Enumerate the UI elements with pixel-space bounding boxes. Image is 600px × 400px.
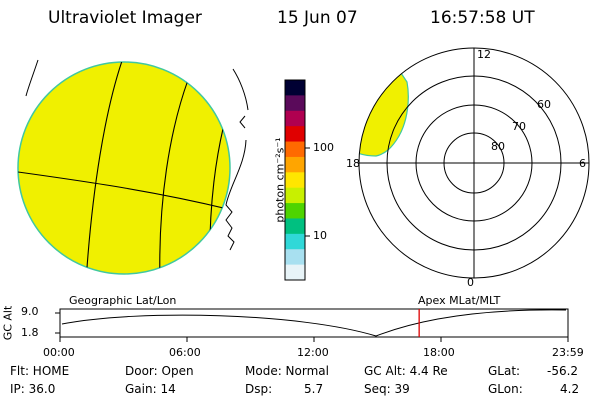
- colorbar-band: [285, 218, 305, 235]
- alt-ylabel: GC Alt: [1, 305, 15, 341]
- alt-xtick-0000: 00:00: [43, 346, 75, 359]
- mlt-label-6: 6: [579, 157, 586, 170]
- date-label: 15 Jun 07: [277, 8, 358, 28]
- polar-auroral-fill: [359, 69, 409, 157]
- info-flt: Flt: HOME: [10, 364, 70, 378]
- alt-ytick-low: 1.8: [21, 326, 39, 339]
- info-glat-value: -56.2: [547, 364, 579, 378]
- info-gc-alt: GC Alt: 4.4 Re: [364, 364, 448, 378]
- instrument-title: Ultraviolet Imager: [48, 8, 202, 28]
- uvi-disk: [17, 61, 231, 275]
- polar-plot: [358, 47, 590, 279]
- colorbar-tick-100: 100: [313, 141, 334, 154]
- colorbar-band: [285, 233, 305, 250]
- colorbar-band: [285, 156, 305, 173]
- info-glon-label: GLon:: [488, 382, 523, 396]
- colorbar-band: [285, 203, 305, 219]
- info-seq: Seq: 39: [364, 382, 410, 396]
- colorbar-band: [285, 187, 305, 204]
- colorbar-band: [285, 172, 305, 189]
- alt-ytick-high: 9.0: [21, 305, 39, 318]
- colorbar-band: [285, 264, 305, 281]
- info-ip: IP: 36.0: [10, 382, 56, 396]
- color-scale-bar: [284, 79, 310, 281]
- colorbar-band: [285, 249, 305, 266]
- info-gain: Gain: 14: [125, 382, 176, 396]
- colorbar-band: [285, 110, 305, 127]
- colorbar-band: [285, 80, 305, 96]
- colorbar-band: [285, 141, 305, 158]
- alt-xtick-1800: 18:00: [423, 346, 455, 359]
- alt-xtick-1200: 12:00: [297, 346, 329, 359]
- geographic-image: [17, 59, 249, 275]
- info-glon-value: 4.2: [560, 382, 580, 396]
- colorbar-tick-10: 10: [313, 229, 327, 242]
- alt-xtick-2359: 23:59: [552, 346, 584, 359]
- colorbar-unit-label: photon cm⁻²s⁻¹: [273, 137, 287, 223]
- info-dsp-value: 5.7: [304, 382, 324, 396]
- time-label: 16:57:58 UT: [430, 8, 535, 28]
- apex-mlat-mlt-label: Apex MLat/MLT: [418, 294, 501, 307]
- alt-xtick-0600: 06:00: [169, 346, 201, 359]
- info-door: Door: Open: [125, 364, 194, 378]
- colorbar-band: [285, 95, 305, 112]
- info-dsp-label: Dsp:: [245, 382, 273, 396]
- coastline: [25, 59, 249, 251]
- colorbar-band: [285, 126, 305, 143]
- lat-label-70: 70: [512, 120, 526, 133]
- altitude-plot: [55, 308, 569, 342]
- lat-label-60: 60: [537, 98, 551, 111]
- mlt-label-12: 12: [477, 48, 491, 61]
- lat-label-80: 80: [491, 140, 505, 153]
- altitude-curve: [61, 309, 567, 337]
- mlt-label-18: 18: [346, 157, 360, 170]
- mlt-label-0: 0: [467, 276, 474, 289]
- geographic-latlon-label: Geographic Lat/Lon: [69, 294, 177, 307]
- info-mode: Mode: Normal: [245, 364, 329, 378]
- info-glat-label: GLat:: [488, 364, 521, 378]
